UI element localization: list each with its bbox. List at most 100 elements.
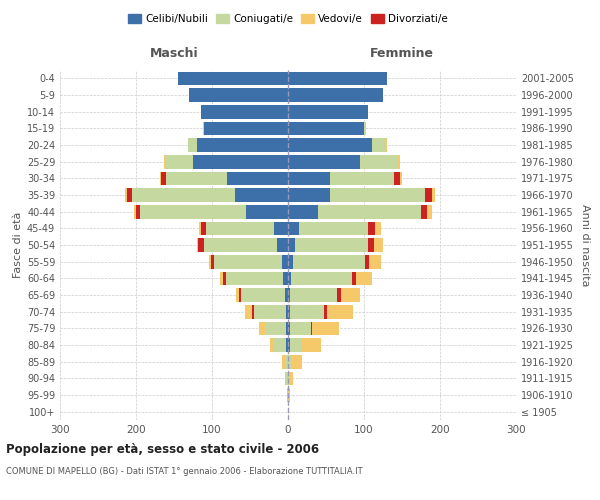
Bar — [288, 205, 319, 218]
Bar — [274, 338, 286, 352]
Bar — [288, 355, 291, 368]
Bar — [125, 188, 127, 202]
Bar — [259, 322, 265, 335]
Bar — [206, 222, 274, 235]
Bar — [325, 305, 327, 318]
Bar — [299, 222, 368, 235]
Bar — [288, 172, 330, 185]
Bar — [288, 322, 290, 335]
Bar — [226, 272, 283, 285]
Bar — [371, 138, 385, 152]
Bar — [425, 188, 433, 202]
Bar — [282, 355, 285, 368]
Bar — [433, 188, 436, 202]
Bar — [236, 288, 239, 302]
Bar — [286, 338, 288, 352]
Bar — [398, 155, 400, 168]
Bar — [400, 172, 402, 185]
Bar — [134, 205, 136, 218]
Bar — [394, 172, 400, 185]
Bar — [274, 222, 288, 235]
Bar — [288, 272, 291, 285]
Bar — [311, 322, 313, 335]
Bar — [290, 305, 325, 318]
Bar — [197, 138, 288, 152]
Bar — [288, 105, 368, 118]
Bar — [288, 155, 360, 168]
Text: Popolazione per età, sesso e stato civile - 2006: Popolazione per età, sesso e stato civil… — [6, 442, 319, 456]
Bar — [330, 188, 425, 202]
Y-axis label: Fasce di età: Fasce di età — [13, 212, 23, 278]
Bar — [421, 205, 427, 218]
Bar — [200, 105, 288, 118]
Bar — [313, 322, 339, 335]
Bar — [286, 322, 288, 335]
Bar — [290, 322, 311, 335]
Bar — [287, 388, 288, 402]
Bar — [193, 155, 288, 168]
Bar — [288, 72, 387, 85]
Bar — [223, 272, 226, 285]
Bar — [161, 172, 166, 185]
Legend: Celibi/Nubili, Coniugati/e, Vedovi/e, Divorziati/e: Celibi/Nubili, Coniugati/e, Vedovi/e, Di… — [124, 10, 452, 29]
Bar — [211, 255, 214, 268]
Bar — [368, 222, 376, 235]
Bar — [288, 305, 290, 318]
Bar — [356, 272, 373, 285]
Bar — [164, 155, 166, 168]
Bar — [166, 172, 227, 185]
Bar — [327, 305, 353, 318]
Bar — [285, 372, 286, 385]
Bar — [385, 138, 387, 152]
Bar — [227, 172, 288, 185]
Bar — [265, 322, 286, 335]
Bar — [254, 305, 286, 318]
Bar — [200, 222, 206, 235]
Bar — [178, 72, 288, 85]
Bar — [188, 138, 197, 152]
Bar — [302, 338, 320, 352]
Bar — [295, 238, 368, 252]
Bar — [252, 305, 254, 318]
Bar — [288, 372, 290, 385]
Bar — [288, 222, 299, 235]
Bar — [288, 338, 290, 352]
Bar — [166, 155, 193, 168]
Bar — [127, 188, 132, 202]
Bar — [288, 255, 293, 268]
Bar — [288, 122, 364, 135]
Bar — [285, 355, 288, 368]
Bar — [205, 122, 288, 135]
Bar — [427, 205, 433, 218]
Bar — [288, 138, 371, 152]
Bar — [337, 288, 341, 302]
Text: Maschi: Maschi — [149, 47, 199, 60]
Bar — [277, 238, 288, 252]
Bar — [282, 255, 288, 268]
Bar — [330, 172, 394, 185]
Bar — [140, 205, 246, 218]
Bar — [290, 372, 293, 385]
Bar — [360, 155, 398, 168]
Bar — [136, 205, 140, 218]
Bar — [291, 272, 352, 285]
Bar — [132, 188, 235, 202]
Bar — [246, 205, 288, 218]
Bar — [319, 205, 421, 218]
Bar — [203, 122, 205, 135]
Bar — [197, 238, 199, 252]
Bar — [288, 288, 290, 302]
Bar — [290, 338, 302, 352]
Bar — [220, 272, 223, 285]
Bar — [288, 388, 290, 402]
Bar — [285, 288, 288, 302]
Bar — [376, 222, 382, 235]
Text: COMUNE DI MAPELLO (BG) - Dati ISTAT 1° gennaio 2006 - Elaborazione TUTTITALIA.IT: COMUNE DI MAPELLO (BG) - Dati ISTAT 1° g… — [6, 468, 362, 476]
Bar — [291, 355, 302, 368]
Y-axis label: Anni di nascita: Anni di nascita — [580, 204, 590, 286]
Bar — [209, 255, 211, 268]
Bar — [286, 305, 288, 318]
Bar — [205, 238, 277, 252]
Bar — [288, 88, 383, 102]
Bar — [270, 338, 274, 352]
